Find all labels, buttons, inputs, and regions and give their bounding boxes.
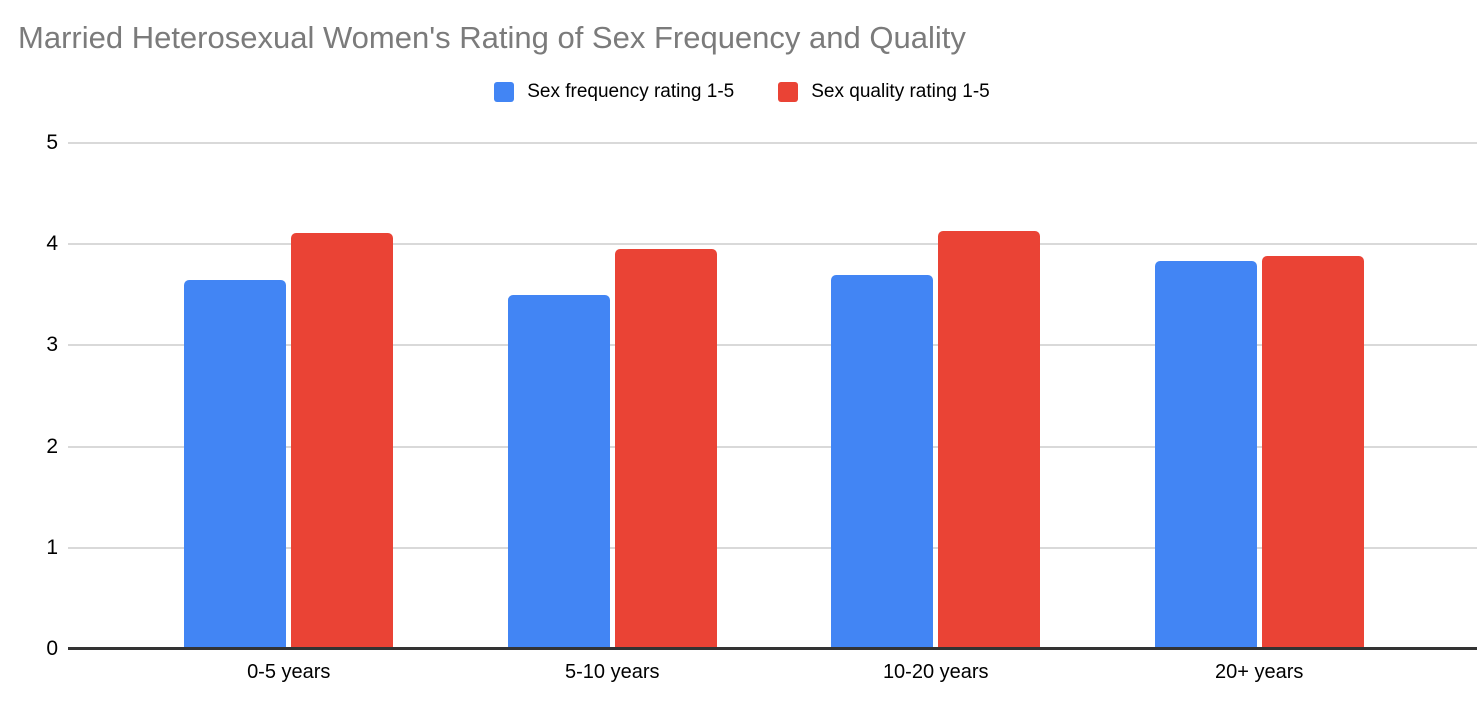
bar-frequency-20-years [1154, 261, 1257, 649]
bar-quality-5-10-years [614, 249, 717, 649]
legend-swatch-red-icon [778, 82, 799, 102]
bar-quality-20-years [1261, 256, 1364, 649]
gridline-y-1 [68, 546, 1477, 549]
x-tick-label-10-20-years: 10-20 years [882, 661, 989, 683]
x-tick-label-20-years: 20+ years [1215, 661, 1304, 683]
y-tick-label-5: 5 [46, 131, 58, 154]
bar-frequency-5-10-years [507, 294, 610, 649]
bar-group-10-20-years [774, 143, 1098, 649]
bar-quality-10-20-years [938, 231, 1041, 649]
x-tick-label-0-5-years: 0-5 years [247, 661, 331, 683]
legend-swatch-blue-icon [494, 82, 515, 102]
bar-group-20-years [1098, 143, 1422, 649]
x-tick-label-5-10-years: 5-10 years [565, 661, 660, 683]
gridline-y-4 [68, 243, 1477, 246]
legend-item-frequency: Sex frequency rating 1-5 [494, 81, 734, 103]
x-axis-line [68, 647, 1477, 650]
gridline-y-2 [68, 445, 1477, 448]
y-tick-label-2: 2 [46, 434, 58, 458]
chart-title: Married Heterosexual Women's Rating of S… [18, 20, 966, 55]
bars-row [127, 143, 1421, 649]
bar-frequency-10-20-years [831, 274, 934, 649]
bar-frequency-0-5-years [184, 279, 287, 649]
gridline-y-3 [68, 344, 1477, 347]
bar-group-0-5-years [127, 143, 451, 649]
legend-label-quality: Sex quality rating 1-5 [811, 81, 990, 102]
y-tick-label-1: 1 [46, 535, 58, 559]
y-axis: 0 1 2 3 4 5 [0, 131, 58, 660]
y-tick-label-4: 4 [46, 232, 58, 256]
bar-group-5-10-years [451, 143, 775, 649]
legend-label-frequency: Sex frequency rating 1-5 [527, 81, 735, 102]
y-tick-label-0: 0 [46, 637, 58, 660]
legend-item-quality: Sex quality rating 1-5 [778, 81, 990, 103]
x-axis: 0-5 years 5-10 years 10-20 years 20+ years [127, 661, 1421, 684]
plot-area [68, 142, 1477, 650]
legend: Sex frequency rating 1-5 Sex quality rat… [0, 81, 1484, 103]
bar-quality-0-5-years [291, 233, 394, 649]
y-tick-label-3: 3 [46, 333, 58, 357]
gridline-y-5 [68, 142, 1477, 144]
